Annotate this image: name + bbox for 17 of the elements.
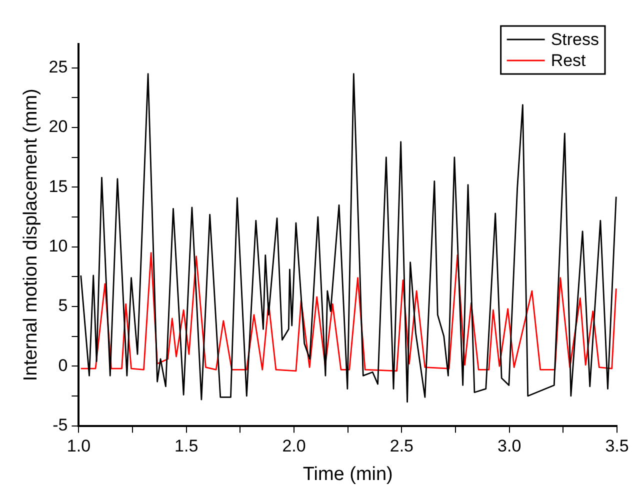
x-tick-label: 3.0: [498, 436, 522, 456]
x-tick-label: 3.5: [605, 436, 629, 456]
legend-label: Rest: [550, 51, 586, 70]
y-tick-label: 20: [48, 117, 68, 136]
x-axis-title: Time (min): [302, 464, 393, 485]
y-tick-label: -5: [52, 415, 68, 434]
x-tick-label: 2.5: [390, 436, 414, 456]
x-tick-label: 1.5: [174, 436, 198, 456]
y-tick-label: 0: [58, 356, 68, 375]
y-axis-title: Internal motion displacement (mm): [20, 88, 42, 382]
x-tick-label: 2.0: [282, 436, 306, 456]
y-tick-label: 15: [48, 176, 68, 196]
x-tick-label: 1.0: [66, 436, 91, 456]
y-tick-label: 25: [48, 58, 68, 77]
y-tick-label: 10: [48, 236, 68, 256]
y-tick-label: 5: [58, 296, 68, 316]
legend-label: Stress: [550, 30, 600, 50]
